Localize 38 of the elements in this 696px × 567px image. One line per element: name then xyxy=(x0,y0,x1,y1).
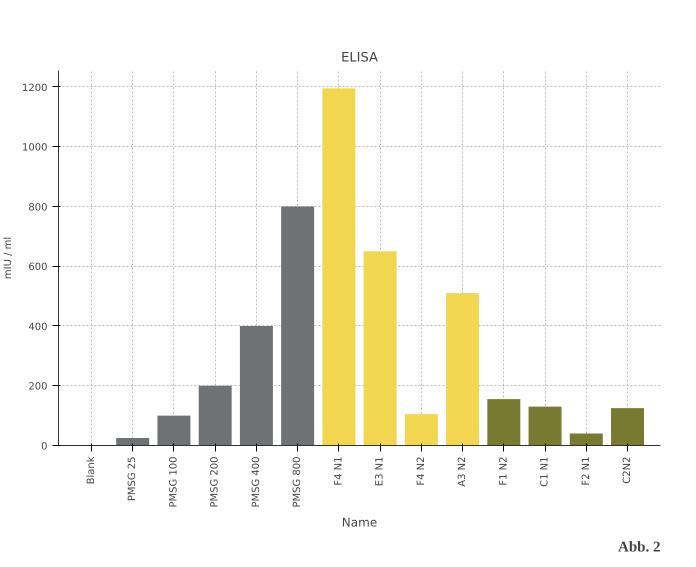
x-tick-label: PMSG 25 xyxy=(127,456,138,502)
chart-title: ELISA xyxy=(341,50,378,66)
x-tick-label: F4 N1 xyxy=(333,456,344,486)
x-tick-label: C1 N1 xyxy=(540,456,551,487)
x-tick-label: PMSG 400 xyxy=(250,456,262,508)
bar xyxy=(198,386,232,446)
y-tick-label: 1000 xyxy=(22,142,48,154)
x-tick-label: C2N2 xyxy=(622,456,634,484)
bar xyxy=(322,88,356,446)
bar xyxy=(404,414,438,446)
x-tick-label: PMSG 200 xyxy=(210,456,221,508)
bar xyxy=(157,416,190,446)
y-tick-label: 600 xyxy=(28,262,48,274)
y-tick-label: 1200 xyxy=(22,82,48,94)
bar xyxy=(240,326,273,446)
bar xyxy=(364,251,397,446)
x-tick-label: E3 N1 xyxy=(374,456,386,486)
y-axis-title: mIU / ml xyxy=(3,236,14,280)
y-tick-label: 800 xyxy=(28,202,48,214)
bar xyxy=(446,293,480,446)
x-tick-label: PMSG 100 xyxy=(168,456,180,508)
y-tick-label: 400 xyxy=(28,322,48,333)
x-tick-label: F2 N1 xyxy=(580,456,592,486)
bar xyxy=(528,406,562,446)
bar xyxy=(570,434,603,446)
x-tick-label: PMSG 800 xyxy=(292,456,304,508)
bar xyxy=(281,206,314,446)
x-tick-label: F4 N2 xyxy=(416,456,427,486)
x-axis-title: Name xyxy=(342,516,378,530)
x-tick-label: Blank xyxy=(86,456,97,484)
x-tick-label: A3 N2 xyxy=(457,456,468,487)
caption: Abb. 2 xyxy=(618,540,661,556)
bar xyxy=(487,399,520,446)
bar xyxy=(116,438,150,446)
y-tick-label: 200 xyxy=(28,382,48,393)
y-tick-label: 0 xyxy=(41,442,48,452)
x-tick-label: F1 N2 xyxy=(498,456,510,486)
bar xyxy=(611,408,644,446)
